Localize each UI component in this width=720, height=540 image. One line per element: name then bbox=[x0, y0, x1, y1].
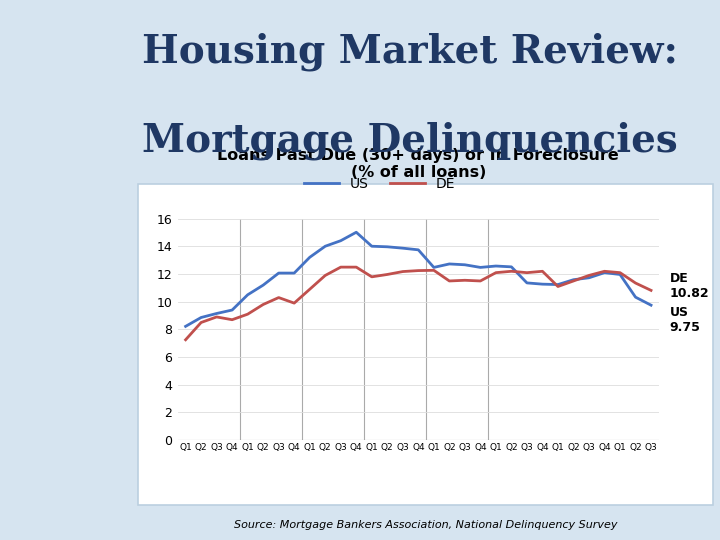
Text: DE
10.82: DE 10.82 bbox=[670, 272, 709, 300]
Text: US
9.75: US 9.75 bbox=[670, 306, 701, 334]
Text: Housing Market Review:: Housing Market Review: bbox=[142, 32, 678, 71]
Text: Mortgage Delinquencies: Mortgage Delinquencies bbox=[142, 122, 678, 160]
Legend: US, DE: US, DE bbox=[299, 171, 461, 197]
Text: Source: Mortgage Bankers Association, National Delinquency Survey: Source: Mortgage Bankers Association, Na… bbox=[234, 520, 617, 530]
Title: Loans Past Due (30+ days) or In Foreclosure
(% of all loans): Loans Past Due (30+ days) or In Foreclos… bbox=[217, 147, 619, 180]
